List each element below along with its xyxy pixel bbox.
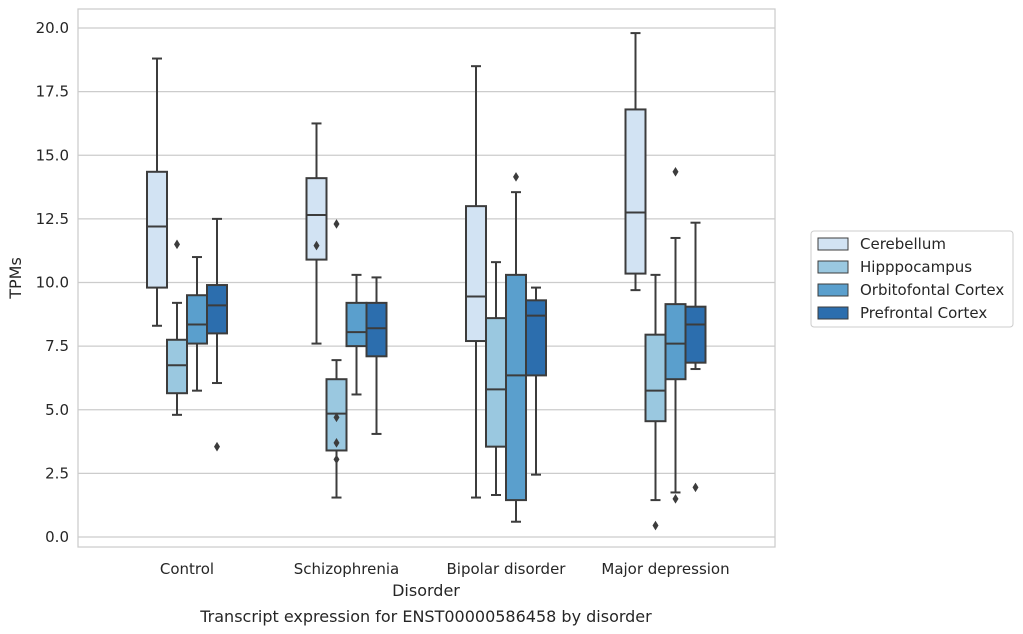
box-0-3 (206, 217, 228, 452)
x-tick-label: Major depression (601, 560, 729, 578)
outlier-point (333, 438, 340, 448)
legend-label: Hipppocampus (860, 258, 972, 276)
legend-label: Prefrontal Cortex (860, 304, 987, 322)
box-body (644, 333, 667, 423)
box-body (525, 299, 547, 377)
x-axis-ticks: Control Schizophrenia Bipolar disorder Majo… (160, 560, 730, 578)
legend-swatch (817, 283, 849, 297)
y-tick-label: 17.5 (36, 83, 69, 101)
outlier-point (672, 166, 679, 177)
box-body (485, 317, 507, 448)
box-2-3 (525, 286, 547, 476)
outlier-point (333, 219, 340, 229)
box-1-2 (345, 273, 368, 396)
box-3-1 (644, 273, 667, 531)
box-body (365, 301, 388, 358)
x-axis-title: Disorder (392, 581, 460, 600)
outlier-point (174, 239, 180, 250)
x-tick-label: Control (160, 560, 214, 578)
outlier-point (513, 172, 519, 182)
legend-label: Cerebellum (860, 235, 946, 253)
y-axis-title: TPMs (6, 257, 25, 300)
box-body (624, 108, 647, 275)
legend-items: Cerebellum Hipppocampus Orbitofontal Corte… (817, 235, 1004, 322)
y-tick-label: 2.5 (45, 464, 69, 482)
box-0-0 (146, 57, 168, 327)
legend-swatch (817, 237, 849, 251)
box-body (684, 305, 707, 364)
box-1-3 (365, 276, 388, 435)
box-body (146, 170, 168, 289)
gridlines (78, 27, 775, 538)
chart-caption: Transcript expression for ENST0000058645… (199, 607, 652, 626)
y-tick-label: 0.0 (45, 528, 69, 546)
outlier-point (692, 482, 699, 493)
box-2-2 (505, 172, 527, 523)
x-tick-label: Schizophrenia (294, 560, 399, 578)
box-body (166, 338, 188, 395)
box-body (206, 284, 228, 335)
outlier-point (333, 412, 340, 423)
outlier-point (652, 520, 659, 531)
y-axis-ticks: 0.0 2.5 5.0 7.5 10.0 12.5 15.0 17.5 20.0 (36, 19, 69, 546)
box-body (465, 205, 487, 343)
legend-swatch (817, 306, 849, 320)
box-2-0 (465, 65, 487, 499)
y-tick-label: 15.0 (36, 146, 69, 164)
legend-label: Orbitofontal Cortex (860, 281, 1004, 299)
legend-swatch (817, 260, 849, 274)
box-body (186, 294, 208, 345)
box-1-1 (325, 219, 348, 499)
box-body (305, 177, 328, 261)
box-3-2 (664, 166, 687, 504)
y-tick-label: 20.0 (36, 19, 69, 37)
box-layer (146, 32, 707, 531)
outlier-point (672, 494, 679, 504)
legend-frame (810, 230, 1014, 328)
box-3-0 (624, 32, 647, 292)
outlier-point (214, 441, 220, 452)
box-body (505, 273, 527, 502)
outlier-point (313, 240, 320, 251)
box-0-2 (186, 256, 208, 392)
y-tick-label: 10.0 (36, 274, 69, 292)
outlier-point (333, 454, 340, 465)
box-body (664, 303, 687, 381)
x-tick-label: Bipolar disorder (447, 560, 567, 578)
box-3-3 (684, 221, 707, 493)
plot-area (77, 8, 776, 548)
y-tick-label: 5.0 (45, 401, 69, 419)
legend: Cerebellum Hipppocampus Orbitofontal Corte… (810, 230, 1014, 328)
box-1-0 (305, 122, 328, 345)
box-0-1 (166, 239, 188, 416)
box-2-1 (485, 261, 507, 497)
y-tick-label: 12.5 (36, 210, 69, 228)
y-tick-label: 7.5 (45, 337, 69, 355)
box-body (345, 301, 368, 348)
